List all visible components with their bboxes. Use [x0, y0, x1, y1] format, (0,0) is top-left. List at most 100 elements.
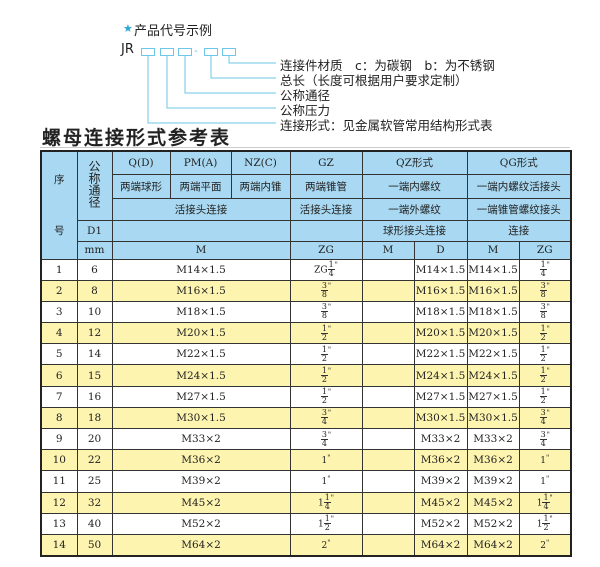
- cell-qg-zg: 3 8 ": [518, 300, 572, 324]
- cell-qz-m: [361, 470, 415, 493]
- inch-mark: ": [546, 367, 550, 376]
- cell-qg-m: M36×2: [466, 449, 520, 472]
- header-cell: M: [466, 240, 520, 260]
- cell-d1: 12: [76, 322, 113, 345]
- cell-qg-zg: 3 4 ": [518, 427, 572, 451]
- inch-mark: ": [327, 303, 332, 312]
- cell-qz-m: [361, 258, 415, 281]
- inch-mark: ": [327, 282, 332, 291]
- cell-zg: 3 8 ": [289, 300, 363, 324]
- cell-qz-m: [361, 279, 415, 302]
- header-cell: QG形式: [466, 150, 572, 175]
- label-pressure: 公称压力: [280, 103, 331, 118]
- cell-zg: 1 2 ": [289, 322, 363, 345]
- cell-d1: 32: [76, 491, 113, 514]
- zg-whole: 2: [321, 540, 328, 551]
- cell-zg: 1 2 ": [289, 364, 363, 387]
- inch-mark: ": [327, 409, 332, 418]
- cell-qz-m: [361, 491, 415, 514]
- zg-whole: 1: [536, 519, 543, 530]
- cell-d1: 8: [76, 279, 113, 302]
- label-diameter: 公称通径: [280, 88, 331, 103]
- cell-zg: 1 2 ": [289, 343, 363, 366]
- cell-qg-zg: 1": [518, 470, 572, 493]
- inch-mark: ": [546, 282, 550, 291]
- zg-whole: 2: [540, 540, 546, 551]
- cell-qg-zg: 1 2 ": [518, 364, 572, 387]
- cell-qg-m: M20×1.5: [466, 322, 520, 345]
- cell-zg: ZG 1 4 ": [289, 258, 363, 281]
- cell-qz-d: M20×1.5: [413, 322, 468, 345]
- cell-qz-m: [361, 512, 415, 535]
- cell-d1: 22: [76, 449, 113, 472]
- cell-m: M20×1.5: [111, 322, 291, 345]
- nut-connection-table: 序号 公称通径 Q(D) PM(A) NZ(C) GZ QZ形式 QG形式 两端…: [40, 150, 572, 557]
- inch-mark: ": [546, 324, 550, 333]
- inch-mark: ": [546, 409, 550, 418]
- inch-mark: ": [546, 430, 550, 439]
- header-cell: [289, 219, 363, 242]
- cell-qg-zg: 1 2 ": [518, 385, 572, 408]
- zg-whole: 1: [321, 477, 328, 488]
- cell-qg-zg: 1 2 ": [518, 322, 572, 345]
- example-title: 产品代号示例: [134, 24, 213, 39]
- cell-d1: 40: [76, 512, 113, 535]
- cell-qg-m: M39×2: [466, 470, 520, 493]
- zg-whole: ZG: [314, 265, 328, 276]
- zg-whole: 1: [540, 477, 546, 488]
- cell-qz-m: [361, 533, 415, 557]
- header-cell: 一端内螺纹: [361, 173, 468, 199]
- cell-zg: 1": [289, 449, 363, 472]
- cell-m: M33×2: [111, 427, 291, 451]
- connector-lines: [147, 55, 276, 124]
- header-cell: 一端锥管螺纹接头: [466, 197, 572, 221]
- cell-qg-m: M22×1.5: [466, 343, 520, 366]
- header-cell: 两端内锥: [230, 173, 291, 199]
- inch-mark: ": [546, 303, 550, 312]
- inch-mark: ": [327, 345, 332, 354]
- cell-no: 5: [40, 343, 78, 366]
- cell-qz-d: M22×1.5: [413, 343, 468, 366]
- header-cell: ZG: [518, 240, 572, 260]
- cell-qz-d: M33×2: [413, 427, 468, 451]
- inch-mark: ": [327, 454, 331, 463]
- table-row: 6 15 M24×1.5 1 2 " M24×1.5 M24×1.5 1 2 ": [40, 364, 572, 387]
- cell-qz-d: M24×1.5: [413, 364, 468, 387]
- inch-mark: ": [549, 494, 553, 503]
- table-row: 1 6 M14×1.5 ZG 1 4 " M14×1.5 M14×1.5 1 4 ": [40, 258, 572, 281]
- cell-qg-zg: 1 4 ": [518, 258, 572, 281]
- cell-m: M16×1.5: [111, 279, 291, 302]
- header-cell: D: [413, 240, 468, 260]
- cell-qz-d: M52×2: [413, 512, 468, 535]
- star-icon: ★: [123, 22, 133, 35]
- cell-qz-d: M14×1.5: [413, 258, 468, 281]
- cell-m: M64×2: [111, 533, 291, 557]
- cell-zg: 1 2 ": [289, 385, 363, 408]
- cell-qg-zg: 3 4 ": [518, 406, 572, 430]
- cell-m: M18×1.5: [111, 300, 291, 324]
- inch-mark: ": [549, 515, 553, 524]
- cell-zg: 1 1 2 ": [289, 512, 363, 535]
- header-cell: 一端外螺纹: [361, 197, 468, 221]
- cell-m: M24×1.5: [111, 364, 291, 387]
- connector-line: [147, 55, 276, 124]
- inch-mark: ": [327, 475, 331, 484]
- cell-qg-zg: 1": [518, 449, 572, 472]
- cell-qz-m: [361, 364, 415, 387]
- inch-mark: ": [330, 515, 335, 524]
- header-cell: GZ: [289, 150, 363, 175]
- cell-qg-m: M64×2: [466, 533, 520, 557]
- label-length: 总长（长度可根据用户要求定制）: [280, 73, 468, 88]
